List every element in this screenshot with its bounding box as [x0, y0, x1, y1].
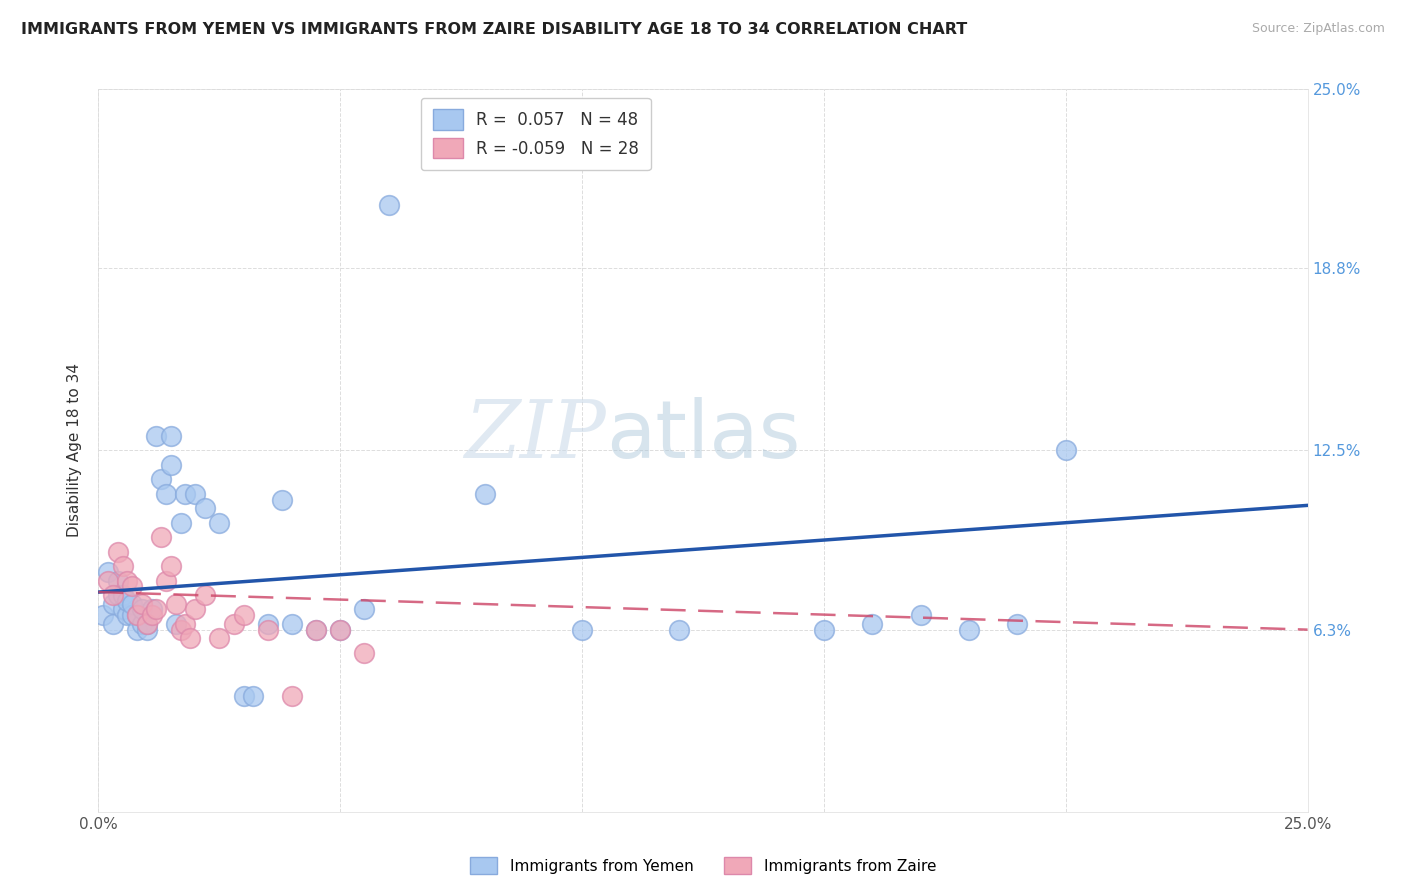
Y-axis label: Disability Age 18 to 34: Disability Age 18 to 34	[67, 363, 83, 538]
Point	[232, 608, 254, 623]
Point	[232, 689, 254, 703]
Point	[305, 623, 328, 637]
Point	[160, 429, 183, 443]
Point	[131, 602, 153, 616]
Point	[141, 608, 163, 623]
Point	[1007, 616, 1029, 631]
Point	[208, 632, 231, 646]
Point	[353, 646, 375, 660]
Point	[571, 623, 593, 637]
Point	[107, 544, 129, 558]
Point	[101, 616, 124, 631]
Point	[150, 472, 173, 486]
Point	[165, 616, 187, 631]
Text: IMMIGRANTS FROM YEMEN VS IMMIGRANTS FROM ZAIRE DISABILITY AGE 18 TO 34 CORRELATI: IMMIGRANTS FROM YEMEN VS IMMIGRANTS FROM…	[21, 22, 967, 37]
Point	[169, 623, 191, 637]
Point	[141, 602, 163, 616]
Point	[117, 608, 139, 623]
Point	[256, 623, 278, 637]
Point	[121, 579, 143, 593]
Point	[184, 602, 207, 616]
Point	[305, 623, 328, 637]
Point	[194, 588, 217, 602]
Point	[194, 501, 217, 516]
Point	[131, 597, 153, 611]
Point	[107, 588, 129, 602]
Point	[135, 616, 157, 631]
Point	[160, 458, 183, 472]
Point	[242, 689, 264, 703]
Point	[117, 574, 139, 588]
Text: Source: ZipAtlas.com: Source: ZipAtlas.com	[1251, 22, 1385, 36]
Point	[127, 608, 149, 623]
Point	[145, 602, 167, 616]
Point	[169, 516, 191, 530]
Point	[957, 623, 980, 637]
Point	[174, 487, 197, 501]
Point	[281, 616, 304, 631]
Point	[179, 632, 201, 646]
Point	[222, 616, 245, 631]
Point	[117, 593, 139, 607]
Point	[256, 616, 278, 631]
Point	[329, 623, 352, 637]
Point	[97, 574, 120, 588]
Point	[155, 487, 177, 501]
Text: atlas: atlas	[606, 397, 800, 475]
Point	[668, 623, 690, 637]
Point	[165, 597, 187, 611]
Point	[474, 487, 496, 501]
Point	[121, 608, 143, 623]
Text: ZIP: ZIP	[464, 397, 606, 475]
Point	[184, 487, 207, 501]
Point	[135, 623, 157, 637]
Point	[121, 597, 143, 611]
Point	[353, 602, 375, 616]
Point	[813, 623, 835, 637]
Point	[111, 588, 134, 602]
Point	[131, 616, 153, 631]
Point	[174, 616, 197, 631]
Legend: Immigrants from Yemen, Immigrants from Zaire: Immigrants from Yemen, Immigrants from Z…	[464, 851, 942, 880]
Point	[91, 608, 114, 623]
Point	[135, 616, 157, 631]
Point	[860, 616, 883, 631]
Point	[208, 516, 231, 530]
Point	[101, 588, 124, 602]
Point	[910, 608, 932, 623]
Point	[155, 574, 177, 588]
Point	[271, 492, 294, 507]
Point	[145, 429, 167, 443]
Point	[377, 198, 399, 212]
Point	[329, 623, 352, 637]
Point	[281, 689, 304, 703]
Point	[111, 559, 134, 574]
Point	[127, 623, 149, 637]
Point	[97, 565, 120, 579]
Point	[111, 602, 134, 616]
Point	[150, 530, 173, 544]
Legend: R =  0.057   N = 48, R = -0.059   N = 28: R = 0.057 N = 48, R = -0.059 N = 28	[422, 97, 651, 169]
Point	[101, 597, 124, 611]
Point	[107, 574, 129, 588]
Point	[160, 559, 183, 574]
Point	[127, 608, 149, 623]
Point	[1054, 443, 1077, 458]
